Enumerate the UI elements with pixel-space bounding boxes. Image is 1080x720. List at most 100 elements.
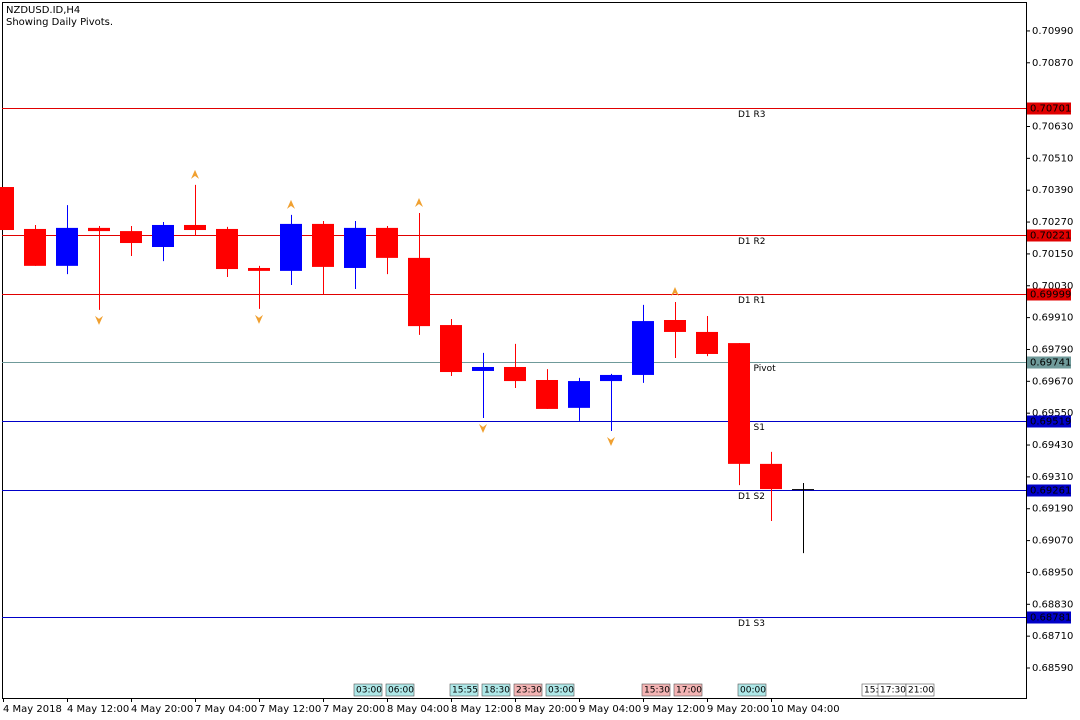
- pivot-price-box: [1027, 288, 1071, 301]
- fractal-up: [191, 169, 199, 179]
- candle-body: [600, 374, 622, 382]
- fractal-down: [255, 314, 263, 324]
- y-tick-label: 0.70990: [1032, 26, 1073, 37]
- y-tick-label: 0.69190: [1032, 504, 1073, 515]
- x-tick-label: 4 May 12:00: [67, 704, 129, 715]
- pivot-price-label: 0.69261: [1030, 486, 1071, 497]
- y-tick-label: 0.70510: [1032, 153, 1073, 164]
- pivot-price-label: 0.69741: [1030, 358, 1071, 369]
- time-tag-box: [481, 683, 511, 697]
- pivot-price-label: 0.68781: [1030, 613, 1071, 624]
- x-tick-label: 7 May 04:00: [195, 704, 257, 715]
- fractal-down: [479, 423, 487, 433]
- pivot-price-box: [1027, 415, 1071, 428]
- time-tag-label: 15:55: [452, 686, 478, 696]
- y-tick-label: 0.69910: [1032, 313, 1073, 324]
- x-tick-label: 8 May 04:00: [387, 704, 449, 715]
- pivot-name: D1 R1: [738, 296, 766, 306]
- pivot-price-label: 0.70701: [1030, 104, 1071, 115]
- y-tick-label: 0.70390: [1032, 185, 1073, 196]
- fractal-down: [95, 315, 103, 325]
- x-tick-label: 10 May 04:00: [771, 704, 840, 715]
- y-tick-label: 0.70030: [1032, 281, 1073, 292]
- time-tag-label: 15:30: [644, 686, 670, 696]
- pivot-name: D1 S2: [738, 492, 765, 502]
- fractal-down: [607, 436, 615, 446]
- candle-body: [568, 381, 590, 408]
- time-tag-box: [641, 683, 671, 697]
- y-tick-label: 0.69550: [1032, 408, 1073, 419]
- time-tag-label: 18:30: [484, 686, 510, 696]
- candle-body: [760, 463, 782, 490]
- pivot-price-box: [1027, 102, 1071, 115]
- y-tick-label: 0.68710: [1032, 631, 1073, 642]
- y-tick-label: 0.70630: [1032, 121, 1073, 132]
- time-tag-label: 03:00: [548, 686, 574, 696]
- pivot-name: D1 R3: [738, 110, 766, 120]
- pivot-price-box: [1027, 611, 1071, 624]
- y-tick-label: 0.68590: [1032, 663, 1073, 674]
- time-tag-label: 03:00: [356, 686, 382, 696]
- candle-body: [56, 227, 78, 266]
- y-tick-label: 0.69670: [1032, 376, 1073, 387]
- x-tick-label: 4 May 2018: [3, 704, 62, 715]
- candle-body: [120, 231, 142, 244]
- candle-body: [24, 228, 46, 266]
- time-tag-box: [513, 683, 543, 697]
- candle-body: [728, 343, 750, 464]
- candle-body: [440, 325, 462, 373]
- time-tag-label: 21:00: [908, 686, 934, 696]
- y-tick-label: 0.68830: [1032, 599, 1073, 610]
- y-tick-label: 0.70870: [1032, 58, 1073, 69]
- candle-body: [184, 224, 206, 231]
- x-tick-label: 9 May 04:00: [579, 704, 641, 715]
- time-tag-box: [353, 683, 383, 697]
- time-tag-label: 00:00: [740, 686, 766, 696]
- candle-body: [152, 224, 174, 248]
- fractal-up: [671, 286, 679, 296]
- candle-body: [376, 227, 398, 258]
- pivot-name: D1 R2: [738, 237, 766, 247]
- x-tick-label: 8 May 12:00: [451, 704, 513, 715]
- chart-subtitle: Showing Daily Pivots.: [6, 17, 113, 28]
- y-tick-label: 0.69790: [1032, 344, 1073, 355]
- pivot-name: D1 S3: [738, 619, 765, 629]
- y-tick-label: 0.68950: [1032, 567, 1073, 578]
- candle-body: [312, 223, 334, 267]
- pivot-price-box: [1027, 356, 1071, 369]
- candle-body: [664, 320, 686, 332]
- candle-body: [792, 489, 814, 491]
- candle-body: [248, 267, 270, 271]
- pivot-price-box: [1027, 229, 1071, 242]
- y-tick-label: 0.70270: [1032, 217, 1073, 228]
- time-tag-box: [449, 683, 479, 697]
- x-tick-label: 8 May 20:00: [515, 704, 577, 715]
- time-tag-box: [737, 683, 767, 697]
- pivot-name: D1 S1: [738, 423, 765, 433]
- time-tag-box: [905, 683, 935, 697]
- time-tag-label: 23:30: [516, 686, 542, 696]
- candle-body: [0, 187, 14, 231]
- time-tag-label: 06:00: [388, 686, 414, 696]
- time-tag-label: 17:30: [880, 686, 906, 696]
- candle-body: [536, 379, 558, 409]
- candle-body: [632, 321, 654, 375]
- time-tag-box: [545, 683, 575, 697]
- y-tick-label: 0.70150: [1032, 249, 1073, 260]
- pivot-price-label: 0.69519: [1030, 417, 1071, 428]
- x-tick-label: 7 May 12:00: [259, 704, 321, 715]
- plot-frame: [2, 2, 1027, 699]
- pivot-name: D1 Pivot: [738, 364, 776, 374]
- x-tick-label: 9 May 12:00: [643, 704, 705, 715]
- candle-body: [88, 227, 110, 232]
- candle-body: [504, 366, 526, 382]
- pivot-price-label: 0.69999: [1030, 290, 1071, 301]
- candle-body: [472, 366, 494, 371]
- candle-body: [216, 228, 238, 270]
- candle-body: [408, 257, 430, 327]
- y-tick-label: 0.69070: [1032, 536, 1073, 547]
- time-tag-label: 15:: [864, 686, 878, 696]
- candle-body: [696, 331, 718, 354]
